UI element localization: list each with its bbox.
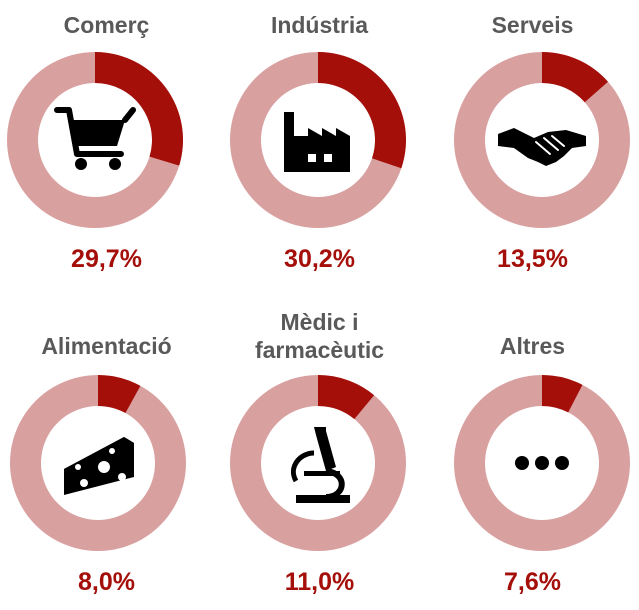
- value-label: 11,0%: [284, 568, 355, 596]
- donut-remainder-segment: [9, 375, 186, 551]
- category-title: Mèdic i farmacèutic: [254, 309, 385, 363]
- category-title: Serveis: [491, 12, 574, 38]
- value-label: 30,2%: [284, 245, 355, 273]
- microscope-icon: [290, 427, 350, 503]
- handshake-icon: [498, 128, 586, 166]
- donut-value-segment: [98, 375, 141, 414]
- donut-panel-medic-farmaceutic: Mèdic i farmacèutic 11,0%: [213, 305, 426, 610]
- donut-panel-comerc: Comerç 29,7%: [0, 0, 213, 305]
- value-label: 7,6%: [504, 568, 561, 596]
- cheese-icon: [64, 437, 134, 495]
- donut-chart: [229, 375, 406, 551]
- donut-chart: [453, 375, 630, 551]
- donut-chart: [6, 52, 183, 228]
- donut-remainder-segment: [229, 375, 406, 551]
- donut-value-segment: [542, 375, 583, 413]
- ellipsis-icon: [515, 456, 569, 470]
- donut-chart: [9, 375, 186, 551]
- donut-value-segment: [318, 52, 406, 169]
- donut-remainder-segment: [453, 375, 630, 551]
- category-title: Comerç: [63, 12, 150, 38]
- donut-chart: [453, 52, 630, 228]
- factory-icon: [284, 112, 350, 172]
- value-label: 13,5%: [497, 245, 568, 273]
- donut-panel-industria: Indústria 30,2%: [213, 0, 426, 305]
- category-title: Indústria: [270, 12, 369, 38]
- donut-panel-serveis: Serveis 13,5%: [426, 0, 639, 305]
- category-title: Altres: [499, 333, 566, 359]
- donut-value-segment: [95, 52, 183, 166]
- donut-value-segment: [542, 52, 609, 103]
- donut-chart: [229, 52, 406, 228]
- value-label: 8,0%: [78, 568, 135, 596]
- shopping-cart-icon: [54, 107, 136, 170]
- donut-panel-alimentacio: Alimentació 8,0%: [0, 305, 213, 610]
- category-title: Alimentació: [41, 333, 172, 359]
- donut-panel-altres: Altres 7,6%: [426, 305, 639, 610]
- value-label: 29,7%: [71, 245, 142, 273]
- donut-value-segment: [318, 375, 375, 420]
